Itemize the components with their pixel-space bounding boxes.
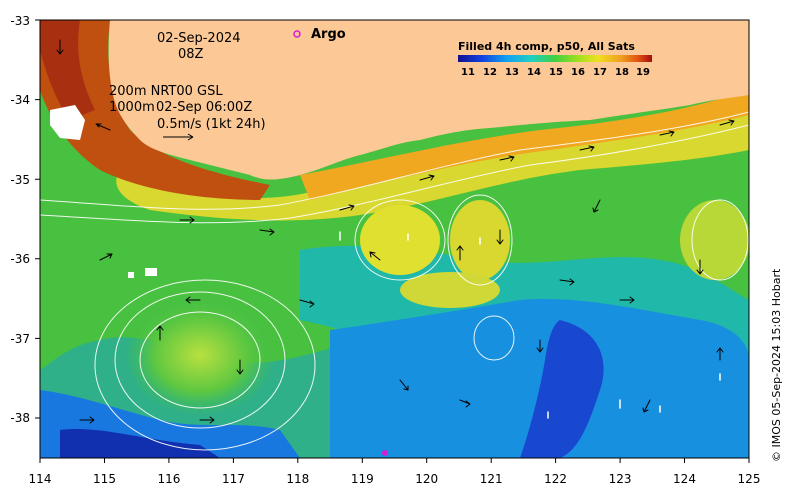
sst-red-inner: [40, 20, 95, 120]
sst-yellow-patch-south: [400, 272, 500, 308]
map-hour: 08Z: [178, 47, 204, 62]
sst-navy-southwest: [60, 428, 220, 458]
current-time: 02-Sep 06:00Z: [156, 100, 252, 115]
current-vectors: [56, 39, 735, 424]
x-tick-label: 116: [157, 472, 180, 486]
sst-cool-blue-region: [330, 299, 749, 458]
x-tick-label: 121: [480, 472, 503, 486]
colorbar-title: Filled 4h comp, p50, All Sats: [458, 40, 635, 53]
plot-area: [40, 20, 749, 458]
argo-marker-icon: [293, 30, 301, 38]
x-axis-labels: 114 115 116 117 118 119 120 121 122 123 …: [29, 472, 761, 486]
x-tick-label: 124: [673, 472, 696, 486]
sst-yellow-patch-east: [680, 200, 749, 280]
x-tick-label: 119: [351, 472, 374, 486]
colorbar-label: 13: [505, 67, 519, 78]
colorbar-gradient: [458, 55, 652, 62]
x-tick-label: 120: [415, 472, 438, 486]
argo-label: Argo: [311, 27, 346, 42]
colorbar-label: 16: [571, 67, 585, 78]
y-tick-label: -33: [10, 14, 30, 28]
x-tick-label: 122: [544, 472, 567, 486]
x-tick-label: 118: [286, 472, 309, 486]
x-tick-label: 114: [29, 472, 52, 486]
y-axis-labels: -33 -34 -35 -36 -37 -38: [10, 14, 30, 425]
y-tick-label: -34: [10, 93, 30, 107]
x-tick-label: 117: [222, 472, 245, 486]
argo-float-marker-icon: [382, 450, 388, 456]
colorbar-label: 12: [483, 67, 497, 78]
colorbar-label: 14: [527, 67, 541, 78]
current-scale-label: 0.5m/s (1kt 24h): [157, 117, 266, 132]
cloud-patch: [50, 105, 85, 140]
current-depth-label: 200m NRT00 GSL: [109, 84, 223, 99]
x-tick-label: 125: [738, 472, 761, 486]
sst-red-coastal: [40, 20, 270, 200]
colorbar: Filled 4h comp, p50, All Sats 11 12 13 1…: [458, 40, 652, 78]
sst-deep-blue-region: [520, 320, 604, 458]
credit-text: © IMOS 05-Sep-2024 15:03 Hobart: [770, 268, 783, 462]
y-tick-label: -36: [10, 252, 30, 266]
colorbar-label: 17: [593, 67, 607, 78]
axis-ticks: [35, 19, 750, 463]
colorbar-label: 11: [461, 67, 475, 78]
y-tick-label: -35: [10, 173, 30, 187]
cloud-patch: [128, 272, 134, 278]
sst-orange-current: [300, 90, 749, 200]
map-date: 02-Sep-2024: [157, 31, 241, 46]
cloud-patch: [145, 268, 157, 276]
current-depth-2: 1000m: [109, 100, 155, 115]
y-tick-label: -37: [10, 332, 30, 346]
sst-yellow-eddy-west: [360, 205, 440, 275]
colorbar-label: 15: [549, 67, 563, 78]
current-vectors-white: [339, 231, 721, 419]
y-tick-label: -38: [10, 411, 30, 425]
colorbar-label: 19: [636, 67, 650, 78]
x-tick-label: 123: [609, 472, 632, 486]
sst-eddy: [125, 295, 275, 415]
colorbar-label: 18: [615, 67, 629, 78]
current-scale-arrow-icon: [163, 133, 194, 141]
sea-level-contours: [40, 111, 749, 451]
x-tick-label: 115: [93, 472, 116, 486]
plot-border: [39, 19, 750, 459]
